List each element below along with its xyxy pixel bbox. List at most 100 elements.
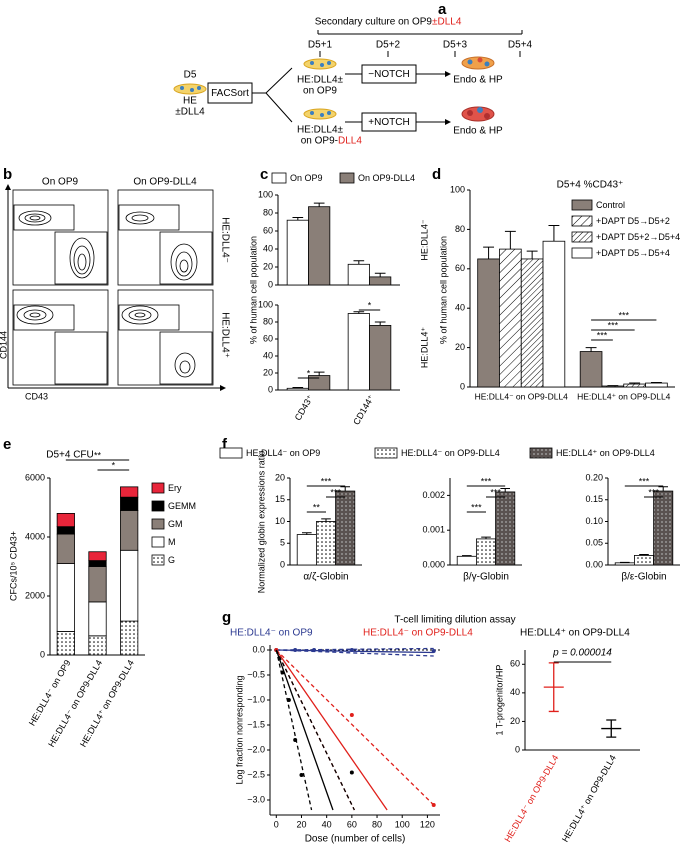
legend-label: Ery	[168, 483, 182, 493]
y-tick-label: 0.0	[252, 644, 265, 654]
legend-label: GEMM	[168, 501, 196, 511]
timepoint: D5+4	[508, 40, 533, 51]
error-bar	[313, 371, 325, 376]
bar	[579, 351, 603, 388]
legend-swatch	[571, 247, 593, 259]
treatment: −NOTCH	[368, 69, 409, 80]
diagram-title: ±DLL4	[432, 17, 462, 28]
timepoint: D5+2	[376, 40, 401, 51]
bar	[335, 490, 356, 566]
treatment-box	[361, 112, 417, 132]
y-tick-label: 0.15	[585, 494, 603, 504]
error-bar	[526, 250, 538, 259]
x-tick-label: CD43⁺	[293, 393, 316, 422]
legend-swatch	[151, 536, 165, 548]
cell-label: HE	[183, 96, 197, 107]
bar	[520, 258, 544, 388]
fit-line	[276, 649, 434, 654]
axis-label: CD144	[0, 331, 8, 359]
y-tick-label: 0.001	[422, 525, 445, 535]
x-tick-label: 60	[347, 819, 357, 829]
bar	[614, 562, 635, 566]
x-tick-label: HE:DLL4⁻ on OP9-DLL4	[475, 391, 569, 401]
point	[286, 698, 291, 702]
x-tick-label: 20	[296, 819, 306, 829]
x-axis-label: α/ζ-Globin	[303, 572, 348, 583]
panel-label: f	[222, 436, 228, 453]
x-tick-label: HE:DLL4⁺ on OP9-DLL4	[78, 658, 136, 749]
y-tick-label: 40	[263, 350, 273, 360]
significance: *	[368, 300, 372, 310]
panel-label: d	[432, 166, 441, 183]
bar	[653, 490, 674, 566]
significance: ***	[471, 502, 482, 512]
y-tick-label: 0.000	[422, 559, 445, 569]
fit-line	[275, 649, 334, 811]
x-axis-label: β/γ-Globin	[463, 572, 509, 583]
y-tick-label: 15	[275, 494, 285, 504]
x-tick-label: HE:DLL4⁻ on OP9-DLL4	[46, 658, 104, 749]
axis-label: HE:DLL4⁻	[419, 219, 429, 261]
y-tick-label: 100	[258, 299, 273, 309]
y-tick-label: 60	[510, 659, 520, 669]
x-tick-label: 120	[420, 819, 435, 829]
bar	[369, 324, 392, 391]
timepoint: D5+1	[308, 40, 333, 51]
significance: ***	[648, 487, 659, 497]
bar	[347, 263, 370, 286]
chart-title: D5+4 CFU	[46, 450, 94, 461]
axis-label: Log fraction nonresponding	[234, 675, 244, 784]
start-label: D5	[184, 70, 197, 81]
legend-label: HE:DLL4⁻ on OP9	[230, 628, 313, 639]
cell-cluster	[173, 83, 207, 95]
confidence-line	[275, 649, 355, 811]
legend-swatch	[151, 482, 165, 494]
branch-lines	[252, 67, 293, 123]
y-tick-label: −2.0	[247, 744, 265, 754]
x-tick-label: CD144⁺	[351, 393, 376, 427]
fit-line	[275, 649, 388, 811]
panel-label: a	[438, 1, 447, 18]
bar	[477, 258, 500, 388]
significance: ***	[330, 487, 341, 497]
timepoint-ticks	[319, 51, 521, 57]
legend-label: HE:DLL4⁻ on OP9-DLL4	[363, 628, 473, 639]
bar	[56, 513, 75, 528]
bar	[56, 526, 75, 535]
bar	[601, 385, 625, 388]
bar	[623, 383, 646, 388]
bar	[120, 510, 139, 551]
confidence-line	[276, 647, 434, 651]
y-tick-label: 4000	[25, 531, 45, 541]
bar	[120, 620, 139, 656]
error-bar	[292, 386, 304, 389]
legend-label: GM	[168, 519, 183, 529]
significance: ***	[321, 476, 332, 486]
error-bar	[500, 487, 510, 492]
bar	[456, 555, 477, 566]
timepoint: D5+3	[443, 40, 468, 51]
panel-label: c	[260, 166, 268, 183]
annotation: p = 0.000014	[552, 648, 612, 659]
point	[349, 713, 354, 717]
bar	[88, 566, 107, 603]
y-tick-label: 20	[455, 342, 465, 352]
outcome: Endo & HP	[453, 126, 503, 137]
x-axis-label: Dose (number of cells)	[305, 834, 406, 845]
error-bar	[504, 230, 516, 250]
y-tick-label: 0	[268, 384, 273, 394]
bar	[296, 534, 317, 566]
error-bar	[302, 532, 312, 535]
legend-swatch	[151, 500, 165, 512]
legend-label: HE:DLL4⁻ on OP9	[246, 448, 320, 458]
significance: **	[94, 450, 102, 460]
bar	[645, 382, 668, 388]
error-bar	[481, 536, 491, 539]
bar	[286, 387, 309, 391]
row-label: HE:DLL4⁻	[219, 217, 230, 263]
y-tick-label: 100	[450, 184, 465, 194]
bar	[475, 538, 496, 566]
point	[431, 649, 436, 653]
significance: ***	[490, 487, 501, 497]
